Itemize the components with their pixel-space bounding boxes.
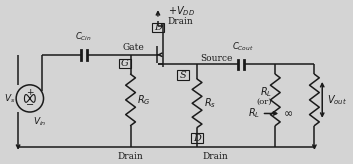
Text: $V_{in}$: $V_{in}$ [33, 116, 46, 128]
Text: Drain: Drain [118, 152, 143, 161]
Text: D: D [193, 134, 201, 143]
Bar [152, 23, 164, 32]
Text: $V_s$: $V_s$ [4, 92, 15, 105]
FancyArrowPatch shape [156, 12, 160, 16]
Text: Drain: Drain [203, 152, 229, 161]
FancyArrowPatch shape [17, 145, 20, 148]
Text: $R_s$: $R_s$ [204, 96, 216, 110]
Text: $R_G$: $R_G$ [137, 93, 151, 107]
Text: $\infty$: $\infty$ [283, 108, 293, 118]
Bar [178, 70, 189, 80]
Text: D: D [154, 23, 162, 32]
FancyArrowPatch shape [158, 53, 162, 56]
Bar [119, 59, 131, 68]
Text: Source: Source [200, 53, 232, 62]
FancyArrowPatch shape [264, 112, 277, 115]
Text: $C_{Cin}$: $C_{Cin}$ [75, 31, 92, 43]
Text: $C_{Cout}$: $C_{Cout}$ [232, 40, 254, 53]
FancyArrowPatch shape [321, 83, 324, 116]
Bar [191, 133, 203, 143]
Text: −: − [26, 100, 34, 110]
Text: Gate: Gate [123, 43, 144, 52]
Text: S: S [180, 71, 187, 80]
Text: (or): (or) [257, 98, 273, 106]
Text: G: G [121, 59, 128, 68]
Text: $+V_{DD}$: $+V_{DD}$ [168, 4, 195, 18]
Text: $R_L$: $R_L$ [260, 85, 273, 99]
FancyArrowPatch shape [313, 145, 316, 148]
Text: +: + [26, 88, 34, 97]
Text: Drain: Drain [168, 17, 193, 26]
Text: $V_{out}$: $V_{out}$ [327, 93, 347, 107]
Text: $R_L$: $R_L$ [247, 107, 260, 120]
